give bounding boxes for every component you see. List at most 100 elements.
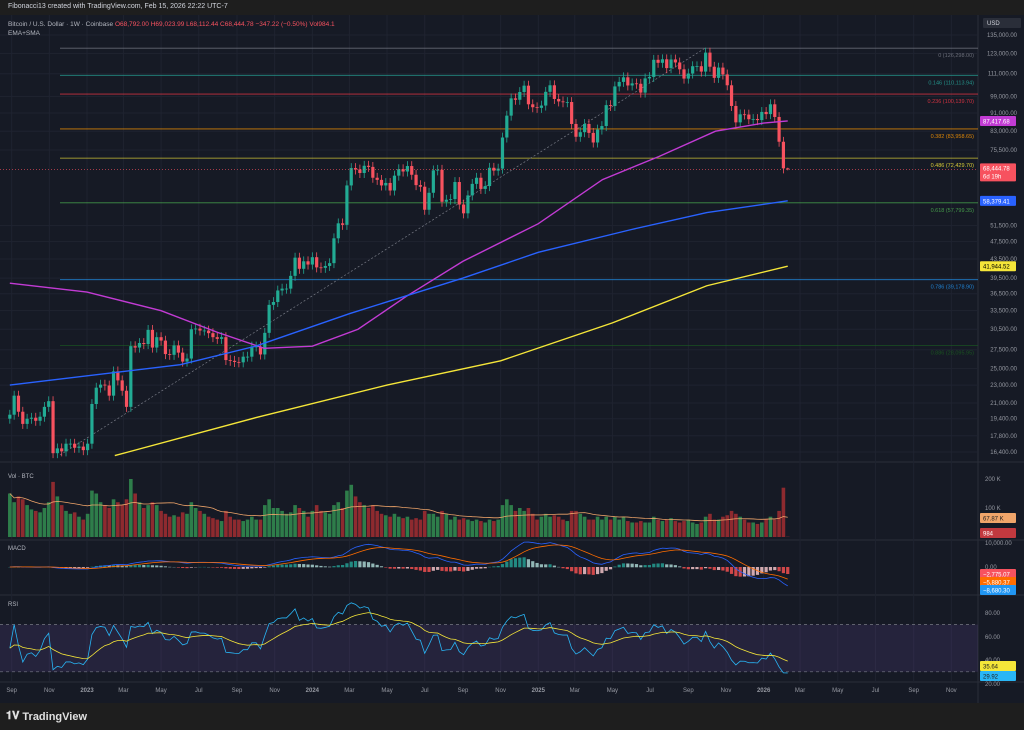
- candle-body: [686, 73, 690, 79]
- volume-bar: [98, 502, 103, 537]
- volume-bar: [453, 516, 457, 537]
- macd-histogram-bar: [539, 564, 543, 568]
- volume-bar: [375, 510, 379, 537]
- x-tick-label: Mar: [344, 688, 354, 694]
- y-tick-label: 111,000.00: [988, 72, 1018, 78]
- macd-histogram-bar: [328, 566, 332, 568]
- macd-histogram-bar: [531, 561, 535, 568]
- x-tick-label: Mar: [118, 688, 128, 694]
- candle-body: [384, 182, 388, 186]
- volume-bar: [613, 516, 617, 537]
- volume-bar: [772, 519, 777, 537]
- volume-bar: [496, 519, 500, 537]
- candle-body: [630, 83, 634, 86]
- volume-bar: [561, 519, 565, 537]
- rsi-value-label-box: [980, 661, 1016, 671]
- candle-body: [328, 263, 332, 266]
- candle-body: [544, 91, 548, 106]
- candle-body: [466, 195, 470, 214]
- volume-bar: [94, 493, 99, 537]
- macd-histogram-bar: [254, 567, 258, 569]
- x-tick-label: Mar: [795, 688, 805, 694]
- volume-bar: [669, 518, 673, 537]
- candle-body: [345, 185, 349, 225]
- macd-histogram-bar: [315, 565, 319, 568]
- candle-body: [284, 288, 289, 290]
- macd-histogram-bar: [215, 567, 219, 568]
- volume-bar: [280, 510, 284, 537]
- candle-body: [245, 356, 250, 358]
- candle-body: [202, 330, 206, 332]
- macd-histogram-bar: [349, 561, 353, 568]
- macd-histogram-bar: [241, 567, 245, 569]
- volume-bar: [90, 490, 94, 537]
- x-tick-label: Jul: [421, 688, 429, 694]
- candle-body: [176, 345, 180, 353]
- volume-bar: [314, 505, 319, 537]
- x-tick-label: Nov: [495, 688, 506, 694]
- x-tick-label: Sep: [683, 688, 694, 694]
- volume-bar: [349, 484, 354, 537]
- macd-value-label: −5,880.37: [983, 581, 1011, 587]
- symbol-label[interactable]: Bitcoin / U.S. Dollar · 1W · Coinbase: [8, 21, 114, 28]
- candle-body: [729, 85, 734, 106]
- volume-bar: [293, 505, 297, 537]
- candle-body: [786, 168, 790, 170]
- candle-body: [29, 417, 34, 419]
- volume-ma-label-box: [980, 513, 1016, 523]
- volume-bar: [427, 513, 431, 537]
- macd-histogram-bar: [453, 567, 457, 571]
- volume-bar: [716, 519, 721, 537]
- volume-bar: [708, 513, 712, 537]
- volume-bar: [107, 508, 112, 537]
- macd-histogram-bar: [474, 567, 479, 569]
- volume-bar: [124, 499, 129, 537]
- indicator-label[interactable]: EMA+SMA: [8, 30, 40, 37]
- currency-label: USD: [987, 21, 1000, 27]
- candle-body: [673, 59, 677, 63]
- y-tick-label: 21,000.00: [990, 401, 1017, 407]
- volume-bar: [150, 502, 155, 537]
- macd-histogram-bar: [591, 567, 595, 575]
- volume-bar: [751, 522, 755, 537]
- candle-body: [734, 105, 738, 123]
- ma-price-label: 87,417.68: [983, 119, 1010, 125]
- tradingview-logo[interactable]: 𝟏𝐕 TradingView: [6, 710, 87, 723]
- volume-bar: [232, 519, 237, 537]
- volume-bar: [565, 521, 570, 537]
- volume-bar: [487, 519, 492, 537]
- volume-bar: [409, 519, 414, 537]
- chart-area[interactable]: Sep Nov 2023 Mar May Jul Sep Nov 2024 Mar May Jul Se…: [0, 15, 1024, 703]
- candle-body: [621, 77, 626, 82]
- macd-histogram-bar: [678, 566, 682, 568]
- macd-histogram-bar: [695, 567, 699, 570]
- macd-histogram-bar: [466, 567, 470, 571]
- volume-bar: [742, 519, 747, 537]
- candle-body: [215, 337, 219, 339]
- macd-histogram-bar: [423, 567, 427, 572]
- volume-bar: [332, 505, 336, 537]
- volume-bar: [690, 522, 695, 537]
- macd-histogram-bar: [716, 567, 721, 571]
- volume-bar: [396, 516, 401, 537]
- candle-body: [427, 192, 431, 210]
- macd-histogram-bar: [777, 567, 781, 572]
- candle-body: [777, 116, 781, 142]
- macd-histogram-bar: [345, 563, 349, 568]
- ma-price-label-box: [980, 195, 1016, 206]
- fib-level-label: 0.486 (72,429.70): [931, 163, 975, 169]
- macd-histogram-bar: [228, 567, 232, 569]
- macd-histogram-bar: [712, 567, 716, 571]
- candle-countdown: 6d 19h: [983, 174, 1001, 180]
- x-tick-label: Nov: [721, 688, 732, 694]
- x-tick-label: Sep: [908, 688, 919, 694]
- macd-histogram-bar: [340, 564, 345, 568]
- y-tick-label: 83,000.00: [990, 129, 1017, 135]
- candle-body: [522, 85, 526, 93]
- chart-svg[interactable]: Sep Nov 2023 Mar May Jul Sep Nov 2024 Mar May Jul Se…: [0, 15, 1024, 703]
- candle-body: [379, 179, 384, 186]
- volume-bar: [371, 505, 375, 537]
- volume-bar: [781, 487, 786, 537]
- volume-current-label: 984: [983, 532, 994, 538]
- candle-body: [310, 257, 314, 265]
